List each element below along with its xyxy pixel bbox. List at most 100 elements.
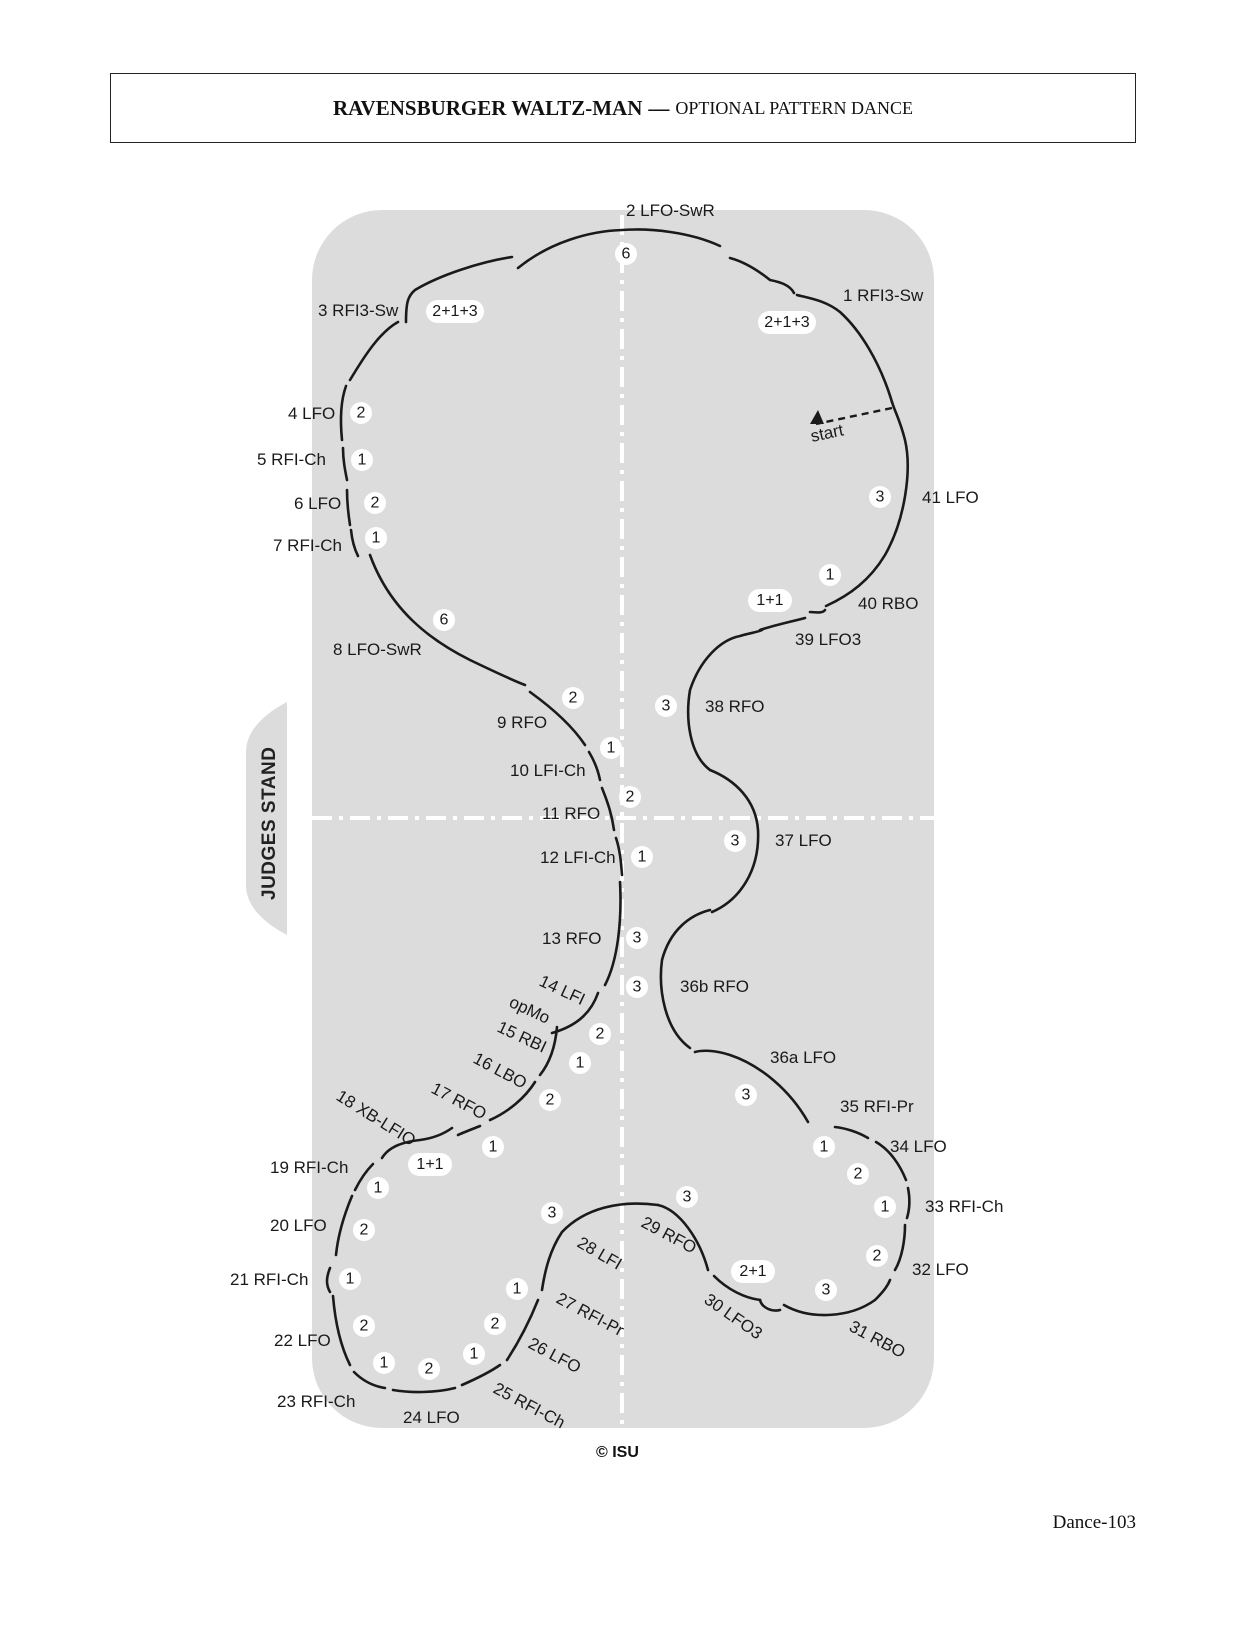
svg-text:2: 2 — [626, 789, 635, 806]
svg-text:1: 1 — [576, 1055, 585, 1072]
svg-text:2: 2 — [360, 1222, 369, 1239]
beat-badge: 1 — [463, 1343, 485, 1365]
beat-badge: 3 — [735, 1084, 757, 1106]
beat-badge: 3 — [626, 927, 648, 949]
svg-text:2+1+3: 2+1+3 — [764, 314, 809, 331]
step-label-40: 40 RBO — [858, 594, 918, 613]
beat-badge: 1 — [367, 1177, 389, 1199]
beat-badge: 1 — [365, 527, 387, 549]
beat-badge: 3 — [869, 486, 891, 508]
step-label-3: 3 RFI3-Sw — [318, 301, 399, 320]
beat-counts: 2+1+3 6 2+1+3 2 1 2 1 6 2 1 2 1 3 2 1 2 … — [339, 243, 896, 1380]
svg-text:3: 3 — [548, 1205, 557, 1222]
beat-badge: 1 — [813, 1136, 835, 1158]
svg-text:1: 1 — [881, 1199, 890, 1216]
beat-badge: 3 — [626, 976, 648, 998]
step-label-24: 24 LFO — [403, 1408, 460, 1427]
step-label-34: 34 LFO — [890, 1137, 947, 1156]
step-label-19: 19 RFI-Ch — [270, 1158, 348, 1177]
svg-text:1: 1 — [513, 1281, 522, 1298]
svg-text:1: 1 — [346, 1271, 355, 1288]
svg-text:3: 3 — [633, 979, 642, 996]
title-sub: OPTIONAL PATTERN DANCE — [675, 97, 914, 118]
page-number: Dance-103 — [1052, 1512, 1136, 1533]
step-label-11: 11 RFO — [542, 804, 600, 823]
svg-text:6: 6 — [440, 612, 449, 629]
svg-text:1: 1 — [380, 1355, 389, 1372]
title-separator: — — [648, 95, 670, 120]
svg-text:1: 1 — [489, 1139, 498, 1156]
beat-badge: 3 — [676, 1186, 698, 1208]
step-label-12: 12 LFI-Ch — [540, 848, 616, 867]
svg-text:2+1+3: 2+1+3 — [432, 303, 477, 320]
step-label-22: 22 LFO — [274, 1331, 331, 1350]
svg-text:3: 3 — [731, 833, 740, 850]
beat-badge: 1 — [506, 1278, 528, 1300]
beat-badge: 2 — [619, 786, 641, 808]
beat-badge: 2 — [364, 492, 386, 514]
svg-text:1: 1 — [638, 849, 647, 866]
step-label-4: 4 LFO — [288, 404, 335, 423]
svg-text:1: 1 — [826, 567, 835, 584]
beat-badge: 1 — [339, 1268, 361, 1290]
beat-badge: 1 — [874, 1196, 896, 1218]
step-label-37: 37 LFO — [775, 831, 832, 850]
beat-badge: 3 — [655, 695, 677, 717]
beat-badge: 2 — [484, 1313, 506, 1335]
copyright-label: © ISU — [596, 1444, 639, 1461]
svg-text:1: 1 — [358, 452, 367, 469]
step-label-8: 8 LFO-SwR — [333, 640, 422, 659]
svg-text:1: 1 — [820, 1139, 829, 1156]
beat-badge: 6 — [615, 243, 637, 265]
beat-badge: 2 — [589, 1023, 611, 1045]
beat-badge: 3 — [541, 1202, 563, 1224]
header-box: RAVENSBURGER WALTZ-MAN — OPTIONAL PATTER… — [110, 73, 1136, 143]
beat-badge: 2 — [350, 402, 372, 424]
svg-text:1+1: 1+1 — [756, 592, 783, 609]
step-label-7: 7 RFI-Ch — [273, 536, 342, 555]
step-label-5: 5 RFI-Ch — [257, 450, 326, 469]
step-label-13: 13 RFO — [542, 929, 602, 948]
step-label-9: 9 RFO — [497, 713, 547, 732]
beat-badge: 6 — [433, 609, 455, 631]
beat-badge: 2 — [562, 687, 584, 709]
svg-text:2: 2 — [360, 1318, 369, 1335]
beat-badge: 2 — [353, 1219, 375, 1241]
svg-text:1: 1 — [372, 530, 381, 547]
svg-text:3: 3 — [683, 1189, 692, 1206]
step-label-23: 23 RFI-Ch — [277, 1392, 355, 1411]
step-label-1: 1 RFI3-Sw — [843, 286, 924, 305]
judges-stand-tab — [246, 702, 287, 935]
beat-badge: 1+1 — [408, 1153, 452, 1176]
svg-text:1: 1 — [470, 1346, 479, 1363]
beat-badge: 2+1 — [731, 1260, 775, 1283]
step-label-41: 41 LFO — [922, 488, 979, 507]
beat-badge: 1 — [569, 1052, 591, 1074]
step-label-10: 10 LFI-Ch — [510, 761, 586, 780]
step-label-21: 21 RFI-Ch — [230, 1270, 308, 1289]
svg-text:2: 2 — [569, 690, 578, 707]
beat-badge: 1 — [482, 1136, 504, 1158]
svg-text:2: 2 — [491, 1316, 500, 1333]
step-label-20: 20 LFO — [270, 1216, 327, 1235]
svg-text:2: 2 — [425, 1361, 434, 1378]
svg-text:3: 3 — [742, 1087, 751, 1104]
start-arrow-icon — [810, 410, 824, 424]
beat-badge: 2+1+3 — [426, 300, 484, 323]
step-label-32: 32 LFO — [912, 1260, 969, 1279]
svg-text:2: 2 — [854, 1166, 863, 1183]
beat-badge: 2 — [353, 1315, 375, 1337]
svg-text:2: 2 — [357, 405, 366, 422]
beat-badge: 1 — [351, 449, 373, 471]
beat-badge: 2 — [847, 1163, 869, 1185]
step-label-33: 33 RFI-Ch — [925, 1197, 1003, 1216]
beat-badge: 2 — [866, 1245, 888, 1267]
judges-stand-label: JUDGES STAND — [259, 747, 280, 900]
step-label-39: 39 LFO3 — [795, 630, 861, 649]
title-main: RAVENSBURGER WALTZ-MAN — [332, 95, 643, 120]
step-label-6: 6 LFO — [294, 494, 341, 513]
svg-text:1+1: 1+1 — [416, 1156, 443, 1173]
beat-badge: 2 — [539, 1089, 561, 1111]
step-label-36a: 36a LFO — [770, 1048, 836, 1067]
beat-badge: 2 — [418, 1358, 440, 1380]
